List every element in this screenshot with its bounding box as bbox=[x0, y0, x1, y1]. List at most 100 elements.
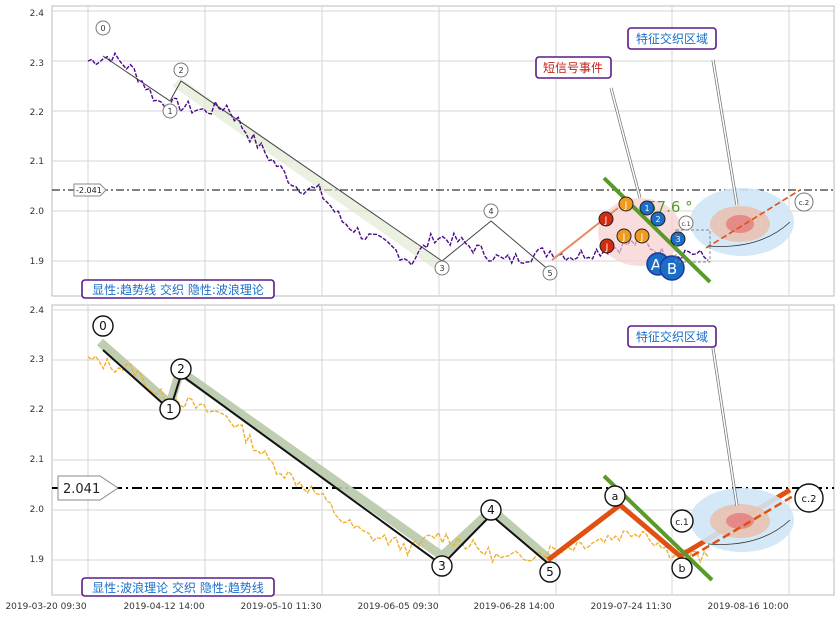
top-y-ticks: 2.4 2.3 2.2 2.1 2.0 1.9 bbox=[30, 9, 45, 267]
top-angle-label: 57.6 ° bbox=[647, 198, 693, 216]
top-up-marker-label: J bbox=[622, 233, 626, 243]
top-up-marker bbox=[618, 196, 634, 212]
top-panel: 2.4 2.3 2.2 2.1 2.0 1.9 -2.041 57.6 ° J bbox=[30, 5, 835, 299]
top-c2-marker bbox=[794, 192, 814, 212]
top-dashed-box bbox=[675, 229, 711, 263]
top-wave-marker bbox=[639, 200, 655, 216]
bottom-panel: 2.4 2.3 2.2 2.1 2.0 1.9 2.041 0 1 2 3 4 5 a b… bbox=[30, 304, 835, 597]
bottom-wave-point-label: 1 bbox=[166, 402, 174, 416]
bottom-price-series bbox=[87, 355, 709, 564]
top-wave-line bbox=[102, 55, 551, 272]
bottom-a-label: a bbox=[612, 490, 619, 503]
top-markers: J J J J J 2 1 3 A B c.1 c.2 bbox=[598, 192, 814, 281]
top-y-tick: 2.2 bbox=[30, 108, 44, 118]
bottom-plot-frame bbox=[51, 304, 835, 596]
bottom-y-tick: 2.4 bbox=[30, 306, 45, 316]
top-short-signal-callout bbox=[535, 56, 612, 79]
bottom-wave-point-marker bbox=[159, 398, 181, 420]
top-wave-marker-label: 1 bbox=[644, 204, 649, 213]
bottom-wave-point-label: 0 bbox=[99, 319, 107, 333]
top-feature-callout bbox=[627, 27, 717, 50]
top-wave-labels: 0 1 2 3 4 5 bbox=[95, 20, 558, 281]
top-b-marker-label: B bbox=[667, 260, 677, 278]
bottom-wave-point-label: 4 bbox=[487, 503, 495, 517]
top-wave-marker-label: 3 bbox=[675, 235, 680, 244]
bottom-y-tick: 2.2 bbox=[30, 405, 44, 415]
top-down-marker-label: J bbox=[605, 243, 609, 253]
top-wave-point-marker bbox=[483, 203, 499, 219]
top-level-arrow bbox=[73, 183, 107, 197]
x-tick-label: 2019-08-16 10:00 bbox=[707, 602, 788, 612]
top-c-projection bbox=[705, 189, 801, 249]
top-wave-point-marker bbox=[162, 103, 178, 119]
top-y-tick: 2.1 bbox=[30, 157, 44, 167]
bottom-y-tick: 2.1 bbox=[30, 455, 44, 465]
bottom-feature-zone-core bbox=[726, 513, 754, 529]
bottom-c1-label: c.1 bbox=[675, 518, 689, 528]
top-curve bbox=[707, 221, 791, 247]
top-wave-marker bbox=[650, 211, 666, 227]
top-y-tick: 2.4 bbox=[30, 9, 45, 19]
x-tick-label: 2019-07-24 11:30 bbox=[590, 602, 671, 612]
top-wave-point-label: 0 bbox=[100, 24, 105, 33]
top-wave-marker bbox=[670, 231, 686, 247]
top-up-marker-label: J bbox=[624, 201, 628, 211]
x-tick-label: 2019-06-05 09:30 bbox=[357, 602, 438, 612]
top-c1-marker bbox=[678, 215, 694, 231]
top-wave-marker-label: 2 bbox=[655, 215, 660, 224]
top-short-signal-text: 短信号事件 bbox=[543, 61, 603, 75]
top-c1-label: c.1 bbox=[681, 221, 690, 228]
top-a-marker-label: A bbox=[651, 256, 662, 274]
top-price-series bbox=[87, 51, 709, 267]
bottom-b-marker bbox=[671, 557, 693, 579]
top-plot-frame bbox=[51, 5, 835, 297]
bottom-y-tick: 1.9 bbox=[30, 555, 45, 565]
x-tick-label: 2019-06-28 14:00 bbox=[473, 602, 554, 612]
bottom-curve bbox=[707, 519, 791, 545]
x-tick-label: 2019-04-12 14:00 bbox=[123, 602, 204, 612]
top-caption: 显性:趋势线 交织 隐性:波浪理论 bbox=[92, 282, 264, 297]
top-y-tick: 1.9 bbox=[30, 257, 45, 267]
top-up-marker-label: J bbox=[640, 233, 644, 243]
bottom-y-ticks: 2.4 2.3 2.2 2.1 2.0 1.9 bbox=[30, 306, 45, 565]
bottom-level-label: 2.041 bbox=[63, 482, 100, 497]
top-short-signal-pointer-inner bbox=[610, 87, 641, 199]
top-feature-text: 特征交织区域 bbox=[636, 31, 708, 46]
top-up-marker bbox=[634, 228, 650, 244]
x-tick-label: 2019-03-20 09:30 bbox=[5, 602, 86, 612]
x-tick-label: 2019-05-10 11:30 bbox=[240, 602, 321, 612]
top-green-trendline bbox=[602, 176, 712, 284]
top-caption-box bbox=[81, 279, 275, 299]
bottom-y-tick: 2.3 bbox=[30, 355, 44, 365]
bottom-wave-point-marker bbox=[92, 315, 114, 337]
top-wave-point-label: 3 bbox=[439, 264, 444, 273]
bottom-wave-point-marker bbox=[539, 561, 561, 583]
bottom-c2-label: c.2 bbox=[801, 494, 816, 505]
top-wave-point-label: 4 bbox=[488, 207, 493, 216]
bottom-wave-highlight bbox=[97, 338, 553, 564]
top-feature-pointer-inner bbox=[712, 59, 738, 206]
top-level-label: -2.041 bbox=[76, 186, 102, 195]
bottom-c2-marker bbox=[794, 483, 824, 513]
bottom-wave-line bbox=[102, 349, 551, 567]
bottom-caption-box bbox=[81, 577, 275, 597]
top-up-marker bbox=[616, 228, 632, 244]
top-y-tick: 2.0 bbox=[30, 207, 45, 217]
bottom-caption: 显性:波浪理论 交织 隐性:趋势线 bbox=[92, 580, 264, 595]
bottom-wave-point-label: 3 bbox=[438, 559, 446, 573]
top-wave-point-marker bbox=[173, 62, 189, 78]
top-wave-point-marker bbox=[434, 260, 450, 276]
bottom-a-marker bbox=[604, 485, 626, 507]
top-feature-zone-core bbox=[726, 215, 754, 233]
top-wave-point-label: 1 bbox=[167, 107, 172, 116]
bottom-feature-callout bbox=[627, 325, 717, 348]
top-wave-point-label: 5 bbox=[547, 269, 552, 278]
top-wave-point-label: 2 bbox=[178, 66, 183, 75]
bottom-level-arrow bbox=[57, 475, 119, 501]
top-wave-point-marker bbox=[542, 265, 558, 281]
top-c2-label: c.2 bbox=[799, 199, 810, 207]
bottom-wave-point-marker bbox=[431, 555, 453, 577]
x-axis-ticks: 2019-03-20 09:30 2019-04-12 14:00 2019-0… bbox=[5, 602, 788, 612]
